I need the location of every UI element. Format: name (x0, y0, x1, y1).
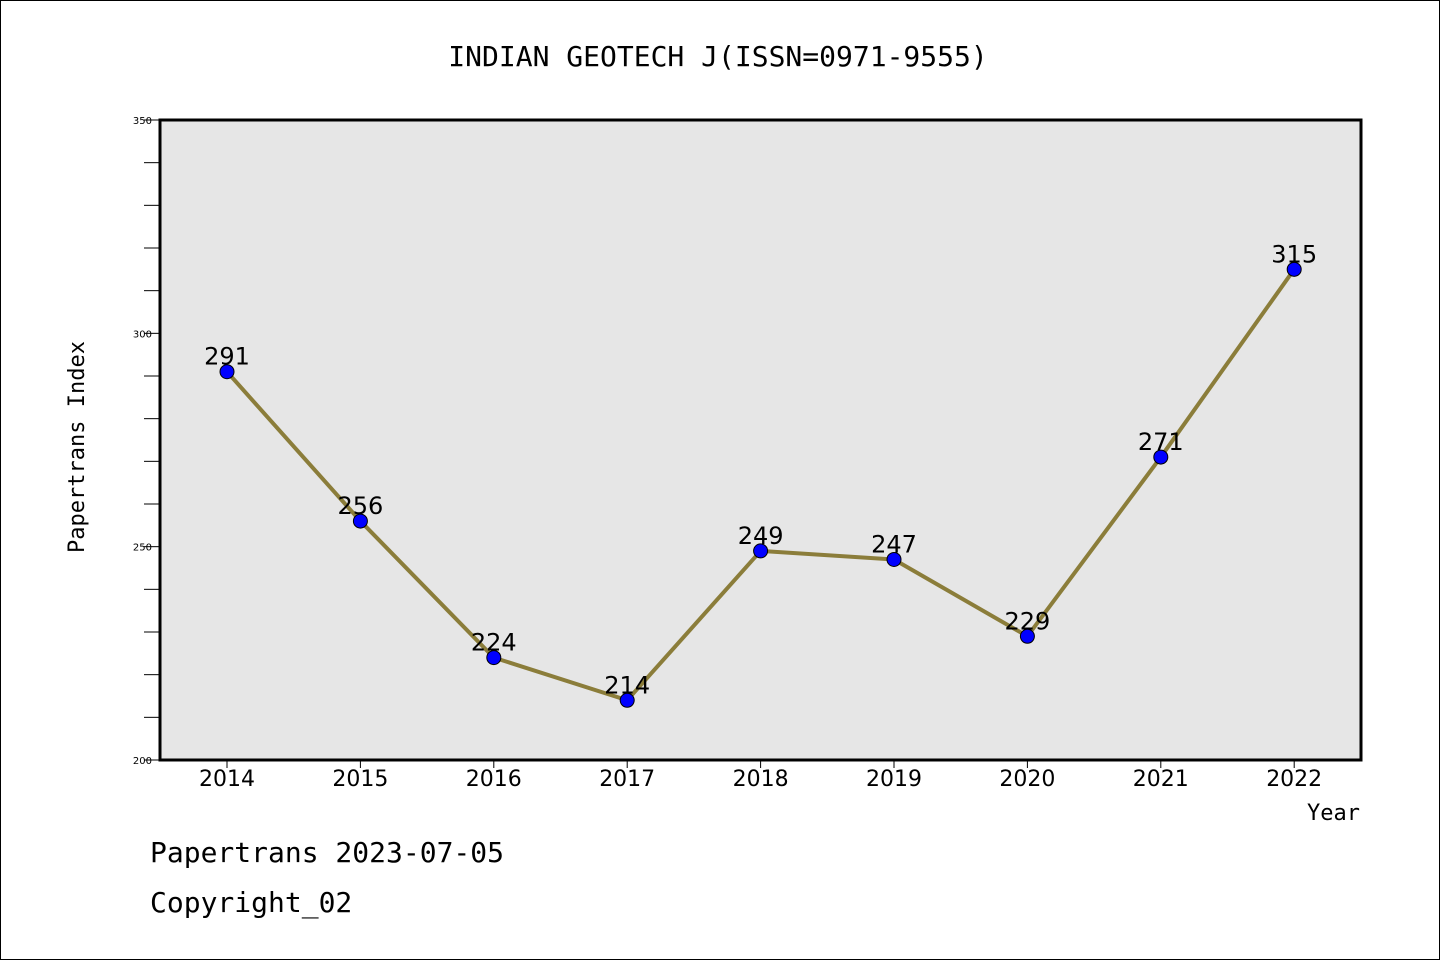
x-tick-label: 2017 (599, 767, 655, 792)
data-point (1286, 261, 1302, 277)
chart-title: INDIAN GEOTECH J(ISSN=0971-9555) (448, 40, 987, 73)
y-tick-label: 250 (133, 543, 152, 554)
plot-area (158, 118, 1363, 762)
x-tick-label: 2020 (999, 767, 1055, 792)
footer-date: Papertrans 2023-07-05 (150, 836, 505, 869)
x-axis: 2014 2015 2016 2017 2018 2019 2020 2021 2022 (199, 760, 1322, 792)
y-axis: 200 250 300 350 (133, 116, 160, 767)
y-tick-label: 300 (133, 329, 152, 340)
x-tick-label: 2019 (866, 767, 922, 792)
data-point (753, 543, 769, 559)
x-tick-label: 2022 (1266, 767, 1322, 792)
x-axis-label: Year (1307, 801, 1360, 826)
data-point (219, 364, 235, 380)
data-point (1019, 628, 1035, 644)
y-tick-label: 200 (133, 756, 152, 767)
x-tick-label: 2016 (466, 767, 522, 792)
data-point (352, 513, 368, 529)
y-tick-label: 350 (133, 116, 152, 127)
data-point (886, 551, 902, 567)
footer-copyright: Copyright_02 (150, 886, 353, 919)
x-tick-label: 2015 (332, 767, 388, 792)
data-point (486, 650, 502, 666)
x-tick-label: 2021 (1133, 767, 1189, 792)
x-tick-label: 2014 (199, 767, 255, 792)
data-point (1153, 449, 1169, 465)
y-axis-label: Papertrans Index (65, 341, 90, 553)
x-tick-label: 2018 (733, 767, 789, 792)
data-point (619, 692, 635, 708)
